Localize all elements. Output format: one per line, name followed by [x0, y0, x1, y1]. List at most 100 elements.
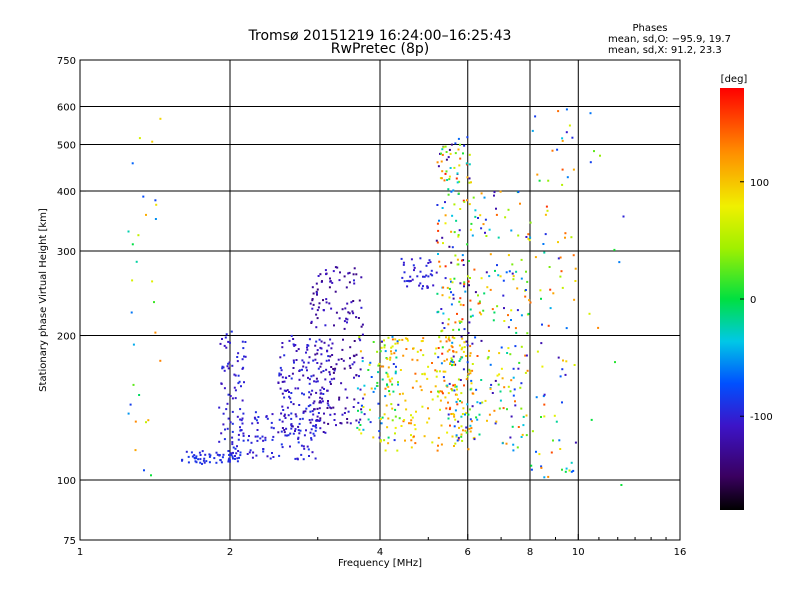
scatter-point	[455, 385, 458, 388]
scatter-point	[441, 294, 444, 297]
scatter-point	[203, 457, 206, 460]
scatter-point	[308, 382, 311, 385]
scatter-point	[556, 148, 559, 151]
scatter-point	[531, 129, 534, 132]
scatter-point	[242, 432, 245, 435]
scatter-point	[463, 283, 466, 286]
scatter-point	[411, 358, 414, 361]
scatter-point	[387, 436, 390, 439]
scatter-point	[496, 264, 498, 267]
scatter-point	[281, 380, 284, 383]
scatter-point	[352, 273, 355, 276]
scatter-point	[233, 386, 236, 389]
scatter-point	[449, 278, 452, 281]
scatter-point	[469, 352, 472, 355]
scatter-point	[458, 360, 461, 362]
scatter-point	[312, 432, 315, 435]
scatter-point	[147, 419, 150, 422]
scatter-point	[312, 424, 315, 427]
scatter-point	[314, 358, 317, 361]
scatter-point	[394, 408, 397, 411]
scatter-point	[290, 417, 293, 420]
scatter-point	[292, 359, 295, 362]
scatter-point	[310, 322, 313, 324]
scatter-point	[235, 452, 238, 455]
scatter-point	[507, 326, 510, 329]
scatter-point	[280, 443, 283, 446]
scatter-point	[416, 359, 419, 362]
scatter-point	[280, 373, 282, 376]
scatter-point	[234, 397, 237, 400]
scatter-point	[391, 377, 394, 380]
scatter-point	[199, 458, 202, 461]
scatter-point	[281, 420, 284, 423]
scatter-point	[233, 373, 236, 376]
scatter-point	[310, 375, 313, 378]
scatter-point	[150, 474, 152, 477]
scatter-point	[201, 462, 203, 465]
scatter-point	[361, 333, 364, 336]
scatter-point	[350, 301, 353, 304]
scatter-point	[444, 214, 447, 217]
scatter-point	[536, 350, 539, 353]
scatter-point	[515, 331, 518, 334]
scatter-point	[234, 457, 236, 460]
scatter-point	[252, 451, 255, 454]
scatter-point	[145, 213, 147, 216]
scatter-point	[281, 446, 284, 449]
scatter-point	[326, 402, 329, 405]
scatter-point	[404, 399, 407, 402]
scatter-point	[231, 436, 234, 439]
scatter-point	[441, 153, 444, 156]
y-tick-label: 500	[57, 141, 76, 152]
scatter-point	[561, 139, 564, 142]
scatter-point	[391, 345, 394, 348]
scatter-point	[448, 245, 451, 248]
scatter-point	[557, 110, 560, 113]
scatter-point	[465, 162, 468, 165]
scatter-point	[294, 428, 297, 431]
scatter-point	[413, 266, 416, 269]
scatter-point	[242, 439, 245, 442]
scatter-point	[478, 433, 481, 436]
scatter-point	[470, 427, 473, 430]
scatter-point	[325, 273, 327, 276]
scatter-point	[191, 455, 194, 458]
scatter-point	[319, 346, 322, 349]
scatter-point	[394, 432, 396, 435]
scatter-point	[446, 286, 449, 289]
scatter-point	[461, 259, 463, 262]
scatter-point	[427, 286, 429, 289]
scatter-point	[256, 435, 259, 438]
scatter-point	[223, 438, 226, 441]
scatter-point	[290, 392, 293, 394]
scatter-point	[287, 434, 290, 437]
scatter-point	[223, 344, 226, 347]
scatter-point	[242, 366, 245, 369]
scatter-point	[291, 372, 294, 375]
scatter-point	[445, 151, 448, 153]
scatter-point	[402, 261, 405, 264]
scatter-point	[497, 274, 500, 277]
scatter-point	[340, 358, 343, 360]
scatter-point	[310, 393, 312, 396]
scatter-point	[447, 156, 450, 159]
scatter-point	[347, 410, 350, 413]
scatter-point	[390, 350, 392, 353]
scatter-point	[357, 409, 359, 412]
scatter-point	[316, 352, 319, 355]
scatter-point	[239, 408, 242, 411]
scatter-point	[383, 344, 386, 347]
scatter-point	[496, 305, 499, 308]
scatter-point	[309, 421, 312, 424]
scatter-point	[372, 390, 375, 393]
scatter-point	[494, 422, 497, 425]
scatter-point	[231, 443, 234, 446]
scatter-point	[498, 373, 501, 376]
scatter-point	[376, 384, 379, 387]
scatter-point	[557, 257, 560, 260]
scatter-point	[336, 266, 339, 269]
scatter-point	[493, 311, 496, 314]
scatter-point	[302, 411, 305, 414]
